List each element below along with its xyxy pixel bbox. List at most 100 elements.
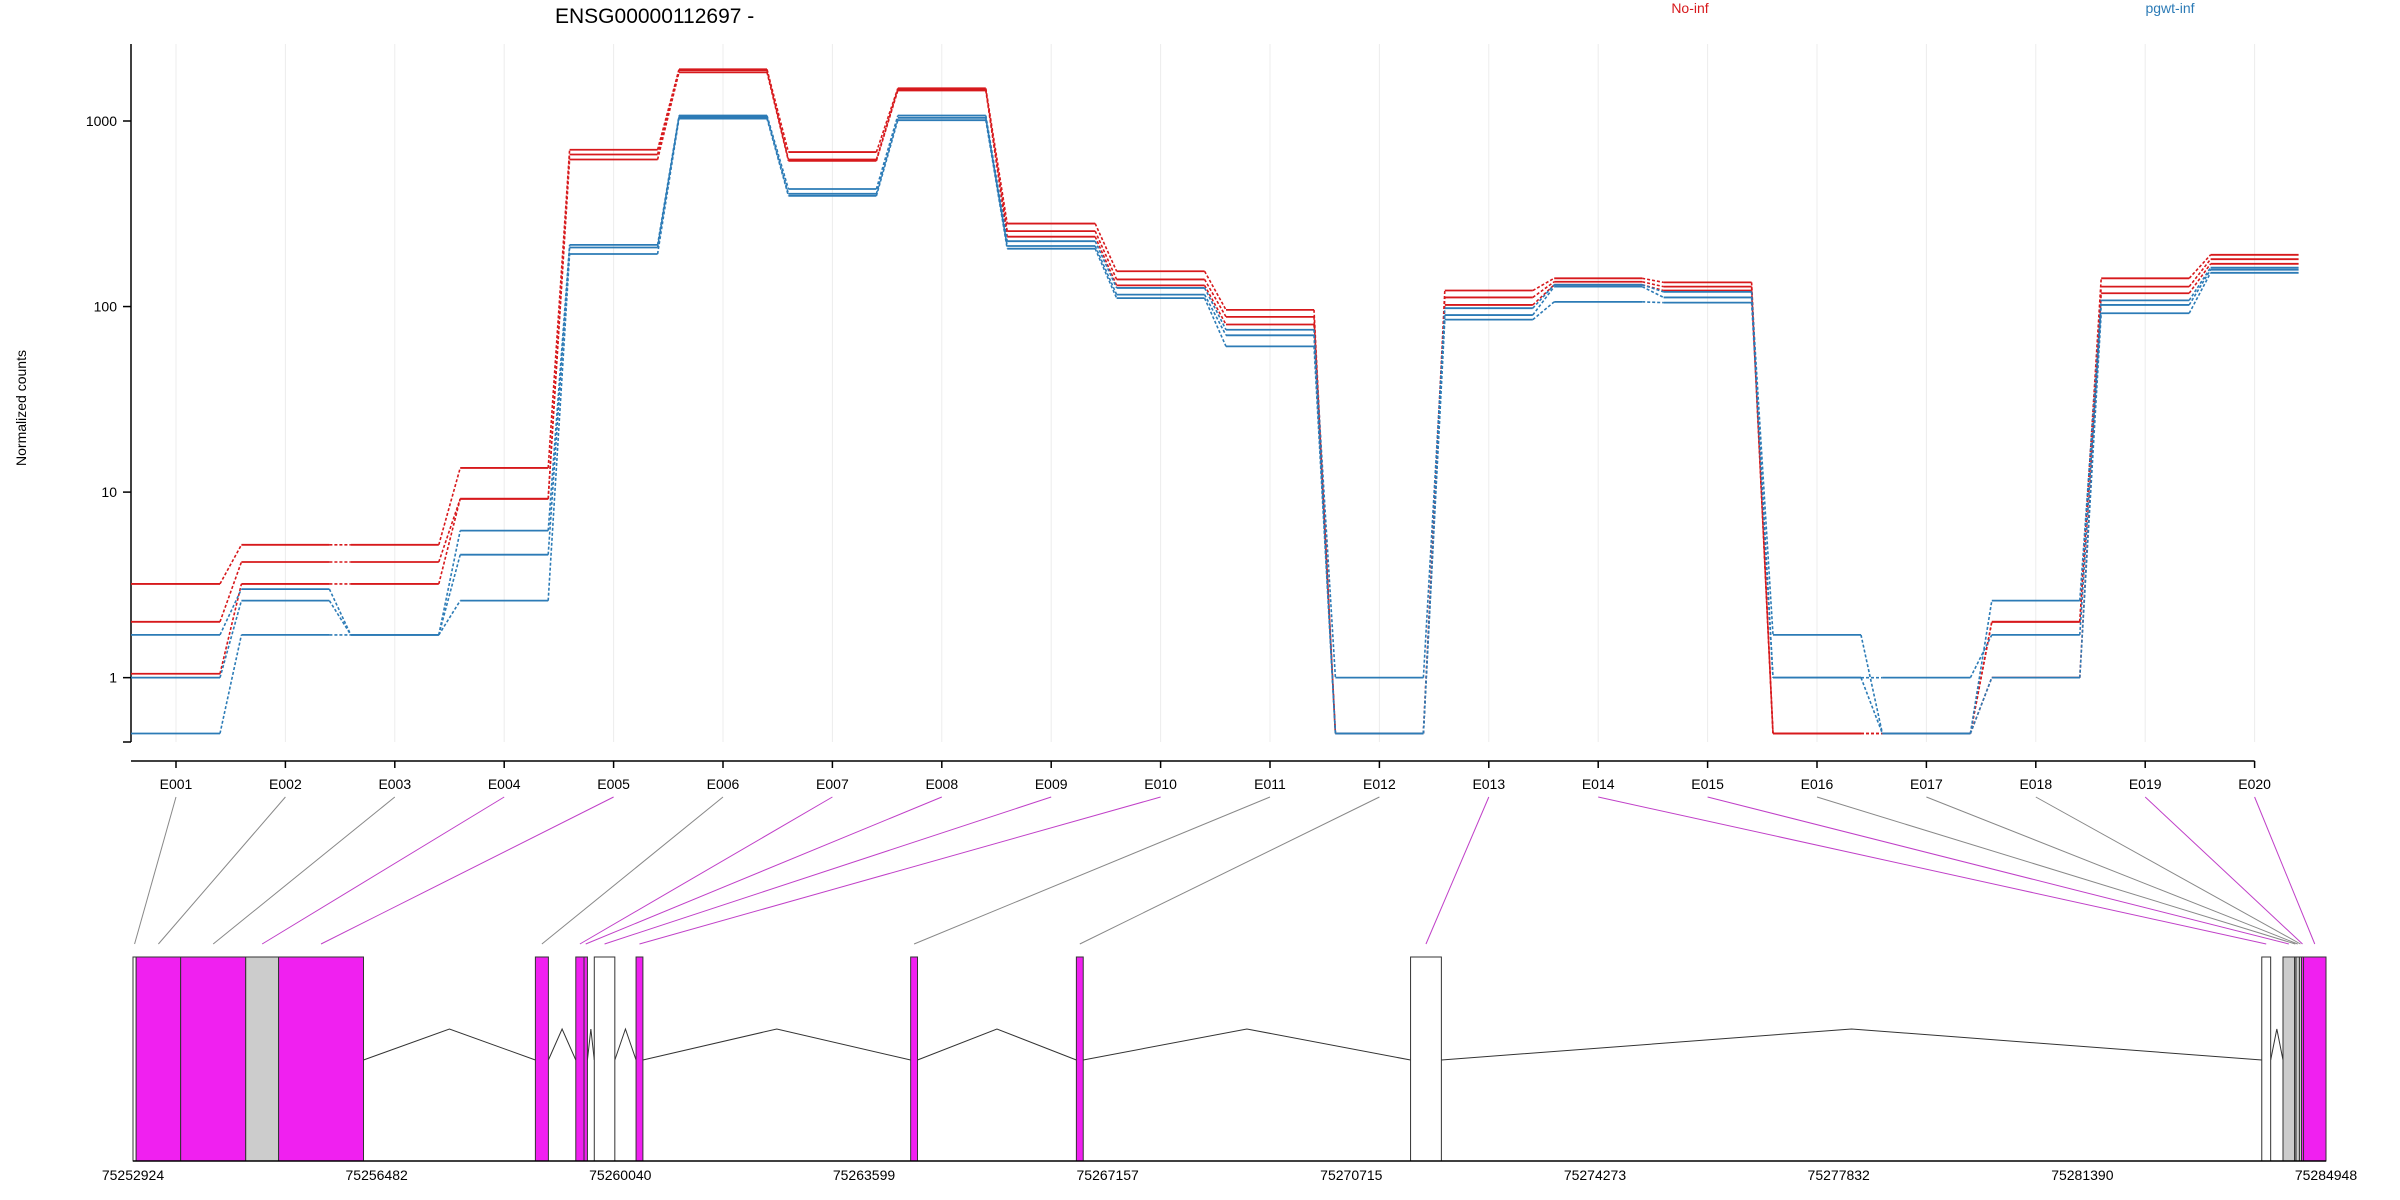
series-connector	[1203, 294, 1227, 336]
series-connector	[2188, 269, 2212, 306]
exon-box	[245, 956, 280, 1162]
exon-connector-line	[320, 796, 614, 945]
y-tick-label: 1	[109, 670, 117, 686]
coordinate-label: 75260040	[589, 1167, 652, 1183]
exon-connector-line	[2144, 796, 2303, 945]
series-connector	[2188, 272, 2212, 314]
y-tick-label: 10	[101, 484, 117, 500]
series-connector	[766, 72, 790, 162]
legend-entry-no-inf: No-inf	[1671, 0, 1708, 16]
x-tick-label: E011	[1254, 776, 1286, 792]
exon-box	[910, 956, 919, 1162]
series-connector	[1642, 277, 1664, 284]
series-connector	[219, 634, 243, 734]
exon-box	[593, 956, 616, 1162]
exon-connector-line	[212, 796, 396, 945]
exon-box	[1410, 956, 1442, 1162]
exon-connector-line	[1598, 796, 2267, 945]
series-connector	[1750, 302, 1774, 678]
intron-line	[917, 1028, 1077, 1061]
intron-line	[1083, 1028, 1411, 1061]
series-connector	[547, 247, 571, 555]
exon-box	[135, 956, 182, 1162]
x-tick-label: E012	[1363, 776, 1396, 792]
series-connector	[1642, 280, 1664, 288]
series-connector	[1313, 329, 1337, 678]
series-connector	[2188, 263, 2212, 294]
grid-lines	[175, 44, 2256, 742]
series-connector	[985, 115, 1008, 242]
exon-box	[2282, 956, 2296, 1162]
coordinate-label: 75256482	[346, 1167, 409, 1183]
series-connector	[438, 600, 461, 636]
series-connector	[1203, 287, 1227, 331]
x-tick-label: E015	[1691, 776, 1724, 792]
intron-line	[2270, 1028, 2284, 1061]
series-connector	[547, 244, 571, 531]
x-tick-label: E006	[707, 776, 740, 792]
exon-connector-line	[158, 796, 286, 945]
series-connector	[766, 116, 790, 195]
series-connector	[1641, 284, 1664, 293]
coordinate-label: 75263599	[833, 1167, 896, 1183]
series-connector	[1094, 248, 1118, 299]
series-connector	[1094, 245, 1118, 295]
coordinate-label: 75252924	[102, 1167, 165, 1183]
series-connector	[656, 118, 680, 255]
exon-box	[534, 956, 549, 1162]
exon-box	[583, 956, 588, 1162]
exon-connector-line	[1707, 796, 2289, 945]
series-connector	[1094, 223, 1118, 272]
intron-line	[363, 1028, 536, 1061]
series-line	[131, 117, 2299, 735]
series-connector	[1532, 286, 1555, 316]
intron-line	[1441, 1028, 2262, 1061]
series-connector	[219, 588, 243, 636]
series-connector	[1094, 230, 1118, 280]
series-connector	[766, 69, 790, 160]
coordinate-label: 75270715	[1320, 1167, 1383, 1183]
coordinate-label: 75267157	[1077, 1167, 1140, 1183]
series-connector	[438, 554, 461, 636]
series-connector	[1532, 281, 1555, 299]
series-connector	[1422, 308, 1446, 678]
x-tick-label: E016	[1801, 776, 1834, 792]
intron-line	[614, 1027, 637, 1061]
exon-box	[2303, 956, 2327, 1162]
series-connector	[1750, 290, 1774, 734]
series-connector	[328, 600, 352, 636]
gene-model: 75252924 75256482 75260040 75263599 75267157…	[102, 956, 2358, 1183]
x-tick-label: E020	[2238, 776, 2271, 792]
y-axis-label: Normalized counts	[13, 350, 29, 466]
exon-connectors	[134, 796, 2316, 945]
exon-box	[2295, 956, 2300, 1162]
exon-connector-line	[585, 796, 942, 945]
axes: 1 10 100 1000 E001 E002 E003 E004 E005 E006 E007 E0…	[86, 44, 2271, 792]
intron-line	[642, 1028, 911, 1061]
exon-connector-line	[134, 796, 177, 945]
series-connector	[438, 498, 461, 563]
exon-box	[278, 956, 365, 1162]
series-connector	[656, 115, 680, 245]
series-connector	[1532, 284, 1555, 309]
x-tick-label: E014	[1582, 776, 1615, 792]
coordinate-label: 75274273	[1564, 1167, 1627, 1183]
intron-line	[586, 1028, 595, 1061]
series-connector	[219, 600, 243, 678]
chart-title: ENSG00000112697 -	[555, 5, 754, 28]
exon-connector-line	[579, 796, 833, 945]
x-tick-label: E003	[378, 776, 411, 792]
series-connector	[1203, 297, 1227, 347]
exon-box	[575, 956, 585, 1162]
series-connector	[438, 530, 461, 636]
series-connector	[875, 115, 899, 190]
coordinate-label: 75284948	[2295, 1167, 2358, 1183]
x-tick-label: E007	[816, 776, 849, 792]
intron-line	[547, 1027, 577, 1061]
exon-box	[635, 956, 644, 1162]
exon-connector-line	[604, 796, 1052, 945]
series-connector	[985, 120, 1008, 249]
series-connector	[219, 583, 243, 674]
x-tick-label: E002	[269, 776, 302, 792]
x-tick-label: E010	[1144, 776, 1177, 792]
